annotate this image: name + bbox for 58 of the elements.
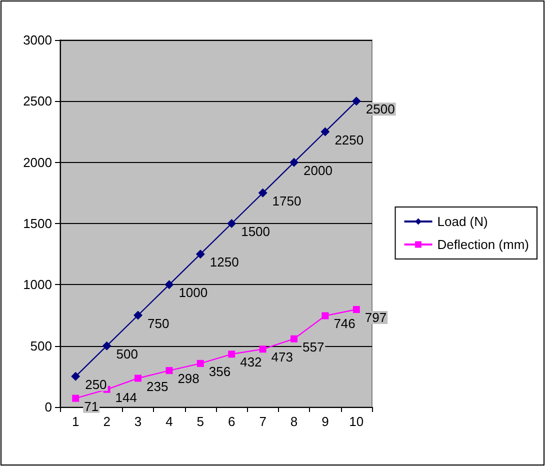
data-label: 144 bbox=[115, 390, 138, 405]
point bbox=[196, 250, 205, 259]
x-tick-label: 8 bbox=[290, 414, 298, 429]
data-label: 1750 bbox=[272, 193, 302, 208]
x-tick-label: 9 bbox=[322, 414, 329, 429]
x-tick-label: 1 bbox=[72, 414, 80, 429]
y-tick-label: 1500 bbox=[23, 216, 52, 231]
y-tick-label: 2000 bbox=[23, 154, 52, 170]
y-tick-label: 1000 bbox=[23, 277, 52, 292]
legend-label: Load (N) bbox=[437, 214, 488, 229]
x-tick-label: 5 bbox=[196, 414, 204, 429]
point bbox=[166, 367, 173, 374]
point bbox=[259, 346, 266, 353]
point bbox=[322, 312, 329, 320]
x-tick-label: 4 bbox=[166, 414, 173, 429]
data-label: 750 bbox=[148, 316, 170, 331]
x-tick-label: 6 bbox=[228, 414, 236, 429]
point bbox=[352, 306, 360, 313]
y-tick-label: 2500 bbox=[23, 94, 52, 109]
point bbox=[258, 188, 268, 198]
y-tick-label: 500 bbox=[30, 338, 52, 354]
data-label: 797 bbox=[364, 310, 387, 325]
data-label: 235 bbox=[146, 378, 168, 394]
data-label: 298 bbox=[178, 371, 200, 386]
data-label: 473 bbox=[271, 350, 294, 365]
data-label: 1000 bbox=[178, 285, 208, 300]
data-label: 2500 bbox=[366, 102, 395, 117]
point bbox=[228, 350, 236, 358]
legend-label: Deflection (mm) bbox=[437, 237, 530, 252]
y-tick-label: 0 bbox=[44, 400, 52, 414]
x-tick-label: 2 bbox=[103, 414, 110, 429]
x-tick-label: 7 bbox=[259, 414, 266, 429]
x-tick-label: 3 bbox=[134, 414, 142, 429]
data-label: 746 bbox=[334, 316, 356, 332]
data-label: 2250 bbox=[334, 132, 364, 148]
point bbox=[290, 158, 298, 167]
point bbox=[320, 127, 330, 136]
point bbox=[134, 310, 142, 320]
point bbox=[72, 394, 80, 402]
data-label: 557 bbox=[302, 339, 324, 354]
data-label: 1250 bbox=[210, 254, 239, 270]
point bbox=[102, 341, 112, 350]
point bbox=[352, 96, 361, 106]
point bbox=[290, 335, 298, 342]
x-tick-label: 10 bbox=[349, 414, 364, 429]
point bbox=[164, 280, 174, 290]
data-label: 500 bbox=[116, 346, 138, 362]
data-label: 250 bbox=[85, 376, 107, 392]
point bbox=[196, 360, 204, 367]
data-label: 2000 bbox=[304, 162, 332, 178]
data-label: 356 bbox=[208, 364, 231, 379]
point bbox=[227, 219, 236, 228]
point bbox=[71, 372, 80, 381]
data-label: 1500 bbox=[241, 224, 270, 239]
point bbox=[134, 374, 142, 382]
data-label: 432 bbox=[240, 354, 262, 370]
y-tick-label: 3000 bbox=[23, 32, 52, 48]
data-label: 71 bbox=[84, 398, 99, 414]
